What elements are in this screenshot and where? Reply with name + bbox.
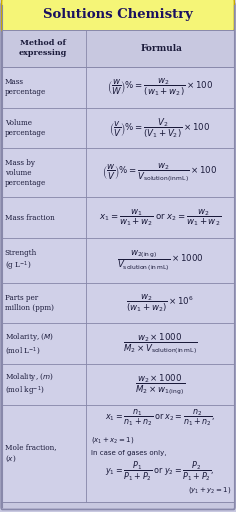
Bar [2, 364, 86, 405]
Text: Solutions Chemistry: Solutions Chemistry [43, 8, 193, 22]
Bar [2, 405, 86, 502]
Bar [2, 323, 86, 364]
Text: $\dfrac{w_2}{(w_1+w_2)}\times10^6$: $\dfrac{w_2}{(w_1+w_2)}\times10^6$ [126, 292, 194, 314]
Text: Mole fraction,
($x$): Mole fraction, ($x$) [5, 443, 56, 464]
Text: $y_1=\dfrac{P_1}{P_1+P_2}\;\mathrm{or}\;y_2=\dfrac{P_2}{P_1+P_2},$: $y_1=\dfrac{P_1}{P_1+P_2}\;\mathrm{or}\;… [105, 459, 215, 482]
Bar [2, 283, 86, 323]
Bar [86, 405, 234, 502]
Text: Mass by
volume
percentage: Mass by volume percentage [5, 159, 46, 186]
Text: Volume
percentage: Volume percentage [5, 119, 46, 137]
Bar [2, 148, 86, 197]
Bar [86, 323, 234, 364]
Bar [86, 197, 234, 238]
Text: $x_1=\dfrac{n_1}{n_1+n_2}\;\mathrm{or}\;x_2=\dfrac{n_2}{n_1+n_2},$: $x_1=\dfrac{n_1}{n_1+n_2}\;\mathrm{or}\;… [105, 408, 215, 428]
Text: $\left(\dfrac{w}{V}\right)\%=\dfrac{w_2}{V_{\mathrm{solution(in\,mL)}}}\times100: $\left(\dfrac{w}{V}\right)\%=\dfrac{w_2}… [102, 161, 218, 184]
Bar [2, 238, 86, 283]
Text: Formula: Formula [140, 44, 182, 53]
Bar [2, 67, 86, 108]
Text: $\left(\dfrac{w}{W}\right)\%=\dfrac{w_2}{(w_1+w_2)}\times100$: $\left(\dfrac{w}{W}\right)\%=\dfrac{w_2}… [107, 76, 213, 98]
Bar [86, 283, 234, 323]
Bar [86, 238, 234, 283]
Text: $(x_1+x_2=1)$: $(x_1+x_2=1)$ [91, 435, 134, 445]
Bar [86, 364, 234, 405]
Text: In case of gases only,: In case of gases only, [91, 451, 166, 456]
Text: $\dfrac{w_2\times1000}{M_2\times w_{1\mathrm{(in\,g)}}}$: $\dfrac{w_2\times1000}{M_2\times w_{1\ma… [135, 372, 185, 397]
Bar [86, 108, 234, 148]
Bar [2, 30, 234, 67]
Bar [2, 197, 86, 238]
Bar [86, 148, 234, 197]
Text: Mass fraction: Mass fraction [5, 214, 55, 222]
Text: $\left(\dfrac{v}{V}\right)\%=\dfrac{V_2}{(V_1+V_2)}\times100$: $\left(\dfrac{v}{V}\right)\%=\dfrac{V_2}… [109, 116, 211, 140]
Text: $\dfrac{w_2\times1000}{M_2\times V_{\mathrm{solution(in\,mL)}}}$: $\dfrac{w_2\times1000}{M_2\times V_{\mat… [122, 331, 197, 356]
Text: $\dfrac{w_{2\mathrm{(in\,g)}}}{V_{\mathrm{solution\,(in\,mL)}}}\times1000$: $\dfrac{w_{2\mathrm{(in\,g)}}}{V_{\mathr… [117, 248, 203, 273]
Text: Mass
percentage: Mass percentage [5, 78, 46, 96]
Text: Parts per
million (ppm): Parts per million (ppm) [5, 294, 54, 312]
Bar [86, 67, 234, 108]
Bar [2, 108, 86, 148]
Text: $x_1=\dfrac{w_1}{w_1+w_2}\;\mathrm{or}\;x_2=\dfrac{w_2}{w_1+w_2}$: $x_1=\dfrac{w_1}{w_1+w_2}\;\mathrm{or}\;… [99, 207, 221, 228]
FancyBboxPatch shape [2, 0, 234, 32]
FancyBboxPatch shape [1, 3, 235, 509]
Text: Molality, ($m$)
(mol kg$^{-1}$): Molality, ($m$) (mol kg$^{-1}$) [5, 371, 54, 398]
Text: Method of
expressing: Method of expressing [19, 39, 67, 57]
Text: $(y_1+y_2=1)$: $(y_1+y_2=1)$ [188, 485, 231, 495]
Text: Molarity, ($M$)
(mol L$^{-1}$): Molarity, ($M$) (mol L$^{-1}$) [5, 331, 54, 356]
Text: Strength
(g L$^{-1}$): Strength (g L$^{-1}$) [5, 249, 37, 272]
